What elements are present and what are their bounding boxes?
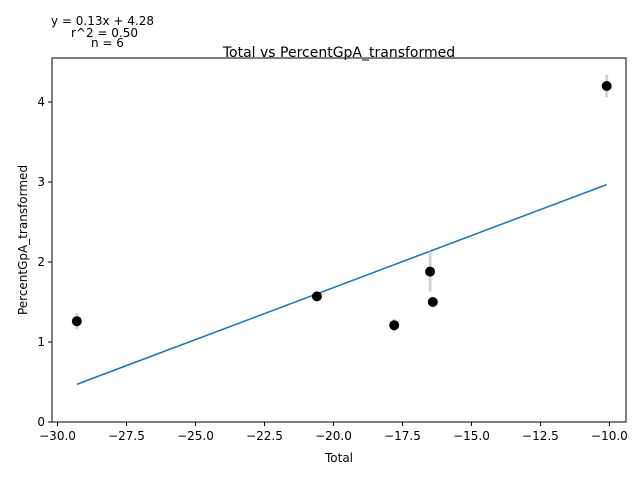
data-point <box>601 81 612 91</box>
x-axis-label: Total <box>324 451 353 465</box>
x-axis: −30.0 −27.5 −25.0 −22.5 −20.0 −17.5 −15.0 −12.5… <box>39 422 628 443</box>
x-tick-label: −17.5 <box>384 429 421 443</box>
data-point <box>427 297 438 307</box>
data-point <box>425 266 436 277</box>
plot-area <box>71 74 612 386</box>
r-squared-annotation: r^2 = 0.50 <box>71 26 138 40</box>
chart-title: Total vs PercentGpA_transformed <box>222 45 455 61</box>
y-tick-label: 1 <box>37 335 45 349</box>
y-axis: 0 1 2 3 4 <box>37 95 52 429</box>
data-point <box>311 291 322 302</box>
x-tick-label: −27.5 <box>108 429 145 443</box>
x-tick-label: −30.0 <box>39 429 76 443</box>
n-annotation: n = 6 <box>91 36 124 50</box>
y-tick-label: 4 <box>37 95 45 109</box>
x-tick-label: −12.5 <box>522 429 559 443</box>
x-tick-label: −20.0 <box>315 429 352 443</box>
x-tick-label: −25.0 <box>177 429 214 443</box>
y-tick-label: 3 <box>37 175 45 189</box>
x-tick-label: −22.5 <box>246 429 283 443</box>
x-tick-label: −10.0 <box>591 429 628 443</box>
y-tick-label: 2 <box>37 255 45 269</box>
data-point <box>71 316 82 327</box>
x-tick-label: −15.0 <box>453 429 490 443</box>
y-axis-label: PercentGpA_transformed <box>16 165 30 315</box>
y-tick-label: 0 <box>37 415 45 429</box>
equation-annotation: y = 0.13x + 4.28 <box>51 14 154 28</box>
data-point <box>389 320 400 331</box>
fit-line <box>76 183 607 386</box>
axes-frame <box>51 57 627 423</box>
